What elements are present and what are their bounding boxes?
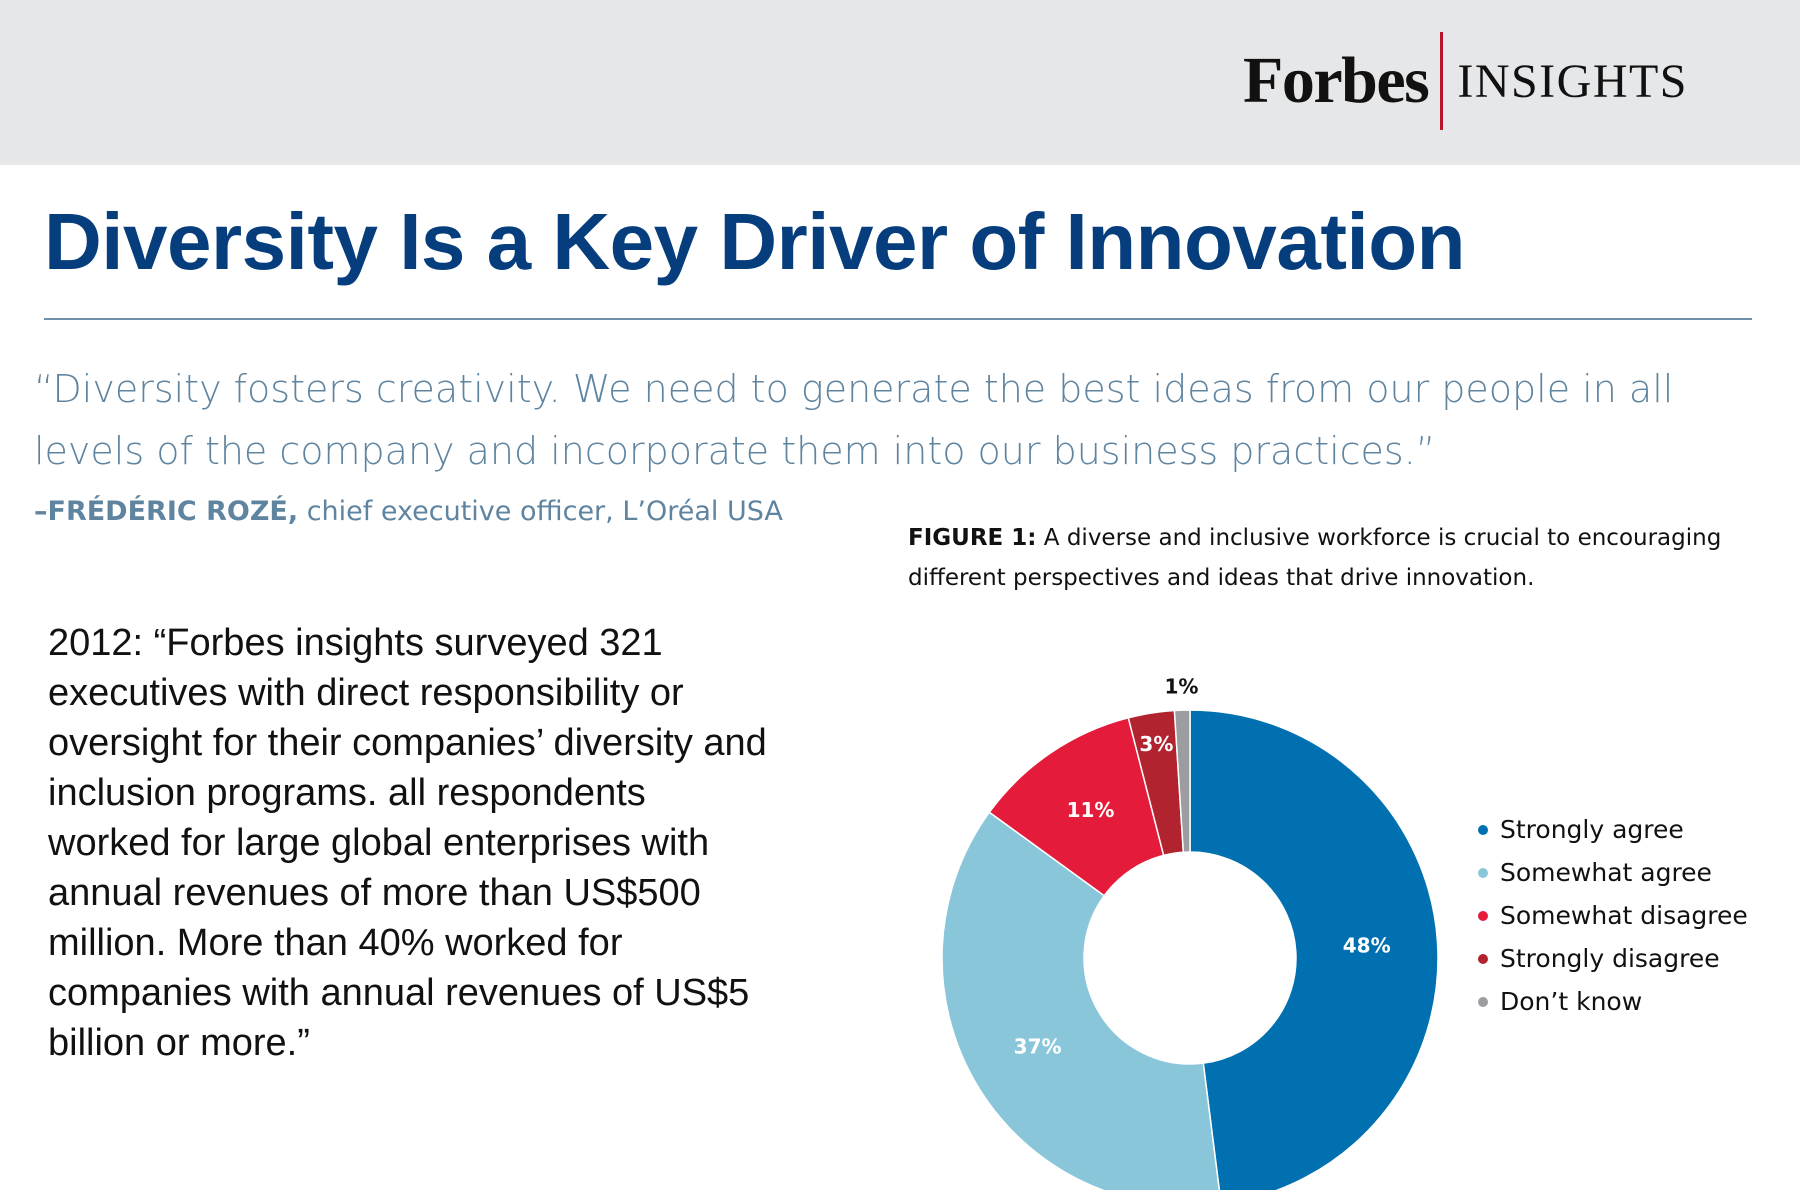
attribution-role: chief executive officer, L’Oréal USA — [306, 496, 783, 527]
legend-label: Don’t know — [1500, 987, 1643, 1016]
legend-item-somewhat-disagree: Somewhat disagree — [1478, 894, 1748, 937]
header-band: Forbes INSIGHTS — [0, 0, 1800, 165]
slice-somewhat-disagree — [988, 716, 1165, 897]
chart-legend: Strongly agree Somewhat agree Somewhat dis… — [1478, 808, 1748, 1023]
slice-strongly-agree — [1189, 709, 1439, 1190]
data-label-strongly-disagree: 3% — [1139, 732, 1173, 756]
legend-label: Somewhat disagree — [1500, 901, 1748, 930]
pull-quote: “Diversity fosters creativity. We need t… — [34, 367, 1674, 473]
figure-label: FIGURE 1: — [908, 525, 1037, 551]
attribution-name: –FRÉDÉRIC ROZÉ, — [34, 496, 299, 527]
brand-product: INSIGHTS — [1457, 54, 1688, 108]
figure-caption: FIGURE 1: A diverse and inclusive workfo… — [908, 518, 1768, 598]
title-divider — [44, 318, 1752, 320]
brand-divider — [1440, 32, 1444, 130]
donut-chart: 48% 37% 11% 3% 1% — [941, 675, 1439, 1190]
legend-swatch — [1478, 953, 1488, 964]
legend-swatch — [1478, 996, 1488, 1007]
slice-somewhat-agree — [941, 811, 1221, 1190]
data-label-strongly-agree: 48% — [1343, 933, 1391, 957]
legend-label: Strongly agree — [1500, 815, 1684, 844]
legend-label: Strongly disagree — [1500, 944, 1720, 973]
legend-swatch — [1478, 867, 1488, 878]
brand-logo: Forbes INSIGHTS — [1243, 32, 1688, 130]
page-title: Diversity Is a Key Driver of Innovation — [44, 197, 1465, 286]
figure-caption-text: A diverse and inclusive workforce is cru… — [908, 525, 1722, 591]
body-text: 2012: “Forbes insights surveyed 321 exec… — [48, 622, 767, 1064]
slice-don-t-know — [1173, 709, 1191, 854]
legend-swatch — [1478, 910, 1488, 921]
data-label-don-t-know: 1% — [1165, 675, 1199, 699]
data-label-somewhat-agree: 37% — [1014, 1035, 1062, 1059]
brand-name: Forbes — [1243, 44, 1430, 117]
legend-item-strongly-disagree: Strongly disagree — [1478, 937, 1748, 980]
legend-swatch — [1478, 824, 1488, 835]
legend-label: Somewhat agree — [1500, 858, 1712, 887]
data-label-somewhat-disagree: 11% — [1067, 798, 1115, 822]
legend-item-don-t-know: Don’t know — [1478, 980, 1748, 1023]
legend-item-somewhat-agree: Somewhat agree — [1478, 851, 1748, 894]
legend-item-strongly-agree: Strongly agree — [1478, 808, 1748, 851]
quote-attribution: –FRÉDÉRIC ROZÉ, chief executive officer,… — [34, 496, 783, 527]
